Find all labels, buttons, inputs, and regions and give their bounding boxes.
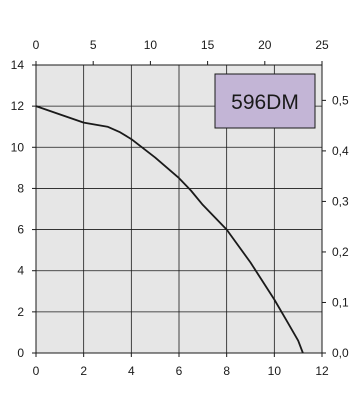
model-label-box [214,73,316,129]
y-left-tick-label: 2 [17,305,24,319]
x-bottom-tick-label: 4 [128,364,135,378]
y-right-tick-label: 0,0 [332,346,349,360]
tick-labels: 0 2 4 6 8 10 12 0 2 4 6 8 10 12 14 0 5 10 15 20 25 0,0 0,1 0,2 0… [11,38,349,378]
x-bottom-tick-label: 10 [268,364,282,378]
y-left-tick-label: 8 [17,181,24,195]
x-bottom-tick-label: 6 [176,364,183,378]
plot-frame [35,64,323,354]
y-right-tick-label: 0,1 [332,295,349,309]
y-left-tick-label: 0 [17,346,24,360]
y-right-tick-label: 0,2 [332,245,349,259]
y-right-tick-label: 0,4 [332,144,349,158]
performance-curve [35,105,304,354]
x-bottom-tick-label: 0 [33,364,40,378]
x-top-tick-label: 20 [258,38,272,52]
axis-ticks [32,61,326,357]
y-left-tick-label: 14 [11,58,25,72]
x-top-tick-label: 25 [315,38,329,52]
x-top-tick-label: 5 [90,38,97,52]
x-bottom-tick-label: 12 [315,364,329,378]
y-left-tick-label: 10 [11,140,25,154]
model-label: 596DM [231,91,299,114]
y-left-tick-label: 4 [17,264,24,278]
x-top-tick-label: 10 [144,38,158,52]
x-top-tick-label: 0 [33,38,40,52]
y-left-tick-label: 12 [11,99,25,113]
x-bottom-tick-label: 8 [223,364,230,378]
x-bottom-tick-label: 2 [80,364,87,378]
y-left-tick-label: 6 [17,223,24,237]
y-right-tick-label: 0,3 [332,194,349,208]
y-right-tick-label: 0,5 [332,93,349,107]
x-top-tick-label: 15 [201,38,215,52]
